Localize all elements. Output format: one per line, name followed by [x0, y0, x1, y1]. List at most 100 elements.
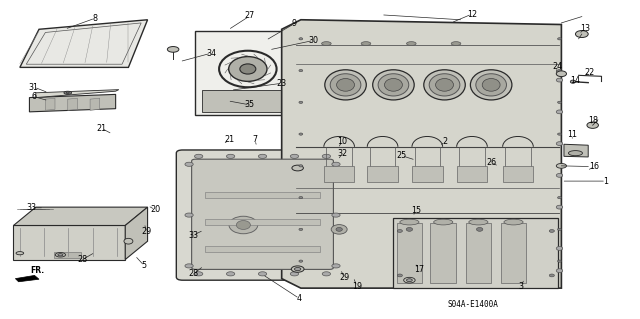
Ellipse shape [185, 264, 193, 268]
Text: 19: 19 [352, 282, 362, 291]
Polygon shape [431, 223, 456, 283]
Polygon shape [90, 98, 100, 110]
Ellipse shape [195, 272, 203, 276]
Ellipse shape [482, 78, 500, 91]
Ellipse shape [321, 42, 331, 46]
Text: 23: 23 [276, 79, 287, 88]
Ellipse shape [397, 274, 403, 277]
Ellipse shape [185, 213, 193, 217]
Ellipse shape [406, 227, 413, 231]
Text: 25: 25 [397, 151, 407, 160]
Ellipse shape [385, 78, 403, 91]
Ellipse shape [404, 277, 415, 283]
Ellipse shape [470, 70, 512, 100]
Ellipse shape [557, 101, 561, 103]
Polygon shape [564, 144, 588, 157]
Bar [195, 31, 294, 115]
Ellipse shape [406, 279, 412, 282]
Text: 30: 30 [308, 36, 319, 45]
Text: 13: 13 [580, 24, 590, 33]
Ellipse shape [294, 268, 301, 271]
Text: 14: 14 [570, 76, 580, 85]
Ellipse shape [322, 154, 330, 159]
Polygon shape [394, 218, 558, 288]
Ellipse shape [330, 74, 361, 96]
Bar [457, 166, 487, 182]
Text: 21: 21 [97, 124, 107, 133]
Text: 1: 1 [604, 177, 609, 186]
Ellipse shape [332, 162, 340, 166]
Ellipse shape [227, 272, 235, 276]
Ellipse shape [549, 274, 554, 277]
Ellipse shape [299, 70, 303, 72]
Ellipse shape [557, 260, 561, 262]
Ellipse shape [291, 154, 299, 159]
Ellipse shape [397, 230, 403, 233]
Text: 3: 3 [518, 282, 524, 291]
Ellipse shape [299, 101, 303, 103]
Polygon shape [466, 223, 491, 283]
Ellipse shape [324, 70, 366, 100]
Ellipse shape [556, 163, 566, 168]
Ellipse shape [406, 42, 416, 46]
Text: 29: 29 [141, 227, 152, 236]
Bar [502, 166, 533, 182]
Polygon shape [500, 223, 526, 283]
Ellipse shape [556, 78, 563, 82]
Ellipse shape [185, 162, 193, 166]
Ellipse shape [557, 228, 561, 231]
Text: 7: 7 [252, 135, 257, 144]
Ellipse shape [322, 272, 330, 276]
Text: 12: 12 [467, 10, 477, 19]
Ellipse shape [66, 92, 69, 93]
Text: 33: 33 [189, 231, 198, 240]
Text: 33: 33 [26, 203, 36, 212]
Ellipse shape [556, 269, 563, 272]
FancyBboxPatch shape [191, 159, 333, 269]
Bar [324, 166, 355, 182]
Ellipse shape [436, 78, 454, 91]
Text: 2: 2 [442, 137, 447, 145]
Ellipse shape [556, 205, 563, 209]
Text: 21: 21 [224, 135, 234, 144]
Ellipse shape [424, 70, 465, 100]
Ellipse shape [259, 272, 267, 276]
Ellipse shape [299, 228, 303, 231]
Ellipse shape [259, 154, 267, 159]
Ellipse shape [55, 253, 65, 257]
Ellipse shape [400, 219, 419, 225]
Bar [367, 166, 398, 182]
Ellipse shape [332, 264, 340, 268]
Text: 6: 6 [31, 92, 36, 101]
Text: 24: 24 [552, 62, 563, 71]
Ellipse shape [476, 227, 483, 231]
Bar [412, 166, 443, 182]
Ellipse shape [557, 70, 561, 72]
Ellipse shape [556, 110, 563, 114]
Ellipse shape [557, 165, 561, 167]
Polygon shape [13, 226, 125, 260]
Polygon shape [36, 90, 119, 98]
Text: 9: 9 [292, 19, 297, 28]
Ellipse shape [336, 227, 342, 231]
Text: 15: 15 [411, 206, 421, 215]
Polygon shape [125, 207, 148, 260]
Ellipse shape [16, 252, 24, 255]
Ellipse shape [168, 47, 179, 52]
Ellipse shape [556, 142, 563, 145]
Ellipse shape [557, 38, 561, 40]
Ellipse shape [549, 230, 554, 233]
Text: 27: 27 [244, 11, 255, 20]
Text: 4: 4 [297, 294, 302, 303]
Polygon shape [397, 223, 422, 283]
Polygon shape [13, 207, 148, 226]
Text: 26: 26 [486, 158, 496, 167]
Text: 11: 11 [567, 130, 577, 139]
Ellipse shape [557, 133, 561, 135]
Polygon shape [68, 98, 77, 110]
Ellipse shape [476, 74, 506, 96]
Ellipse shape [337, 78, 355, 91]
Text: 32: 32 [337, 149, 348, 158]
Bar [205, 246, 320, 252]
Ellipse shape [124, 238, 133, 244]
